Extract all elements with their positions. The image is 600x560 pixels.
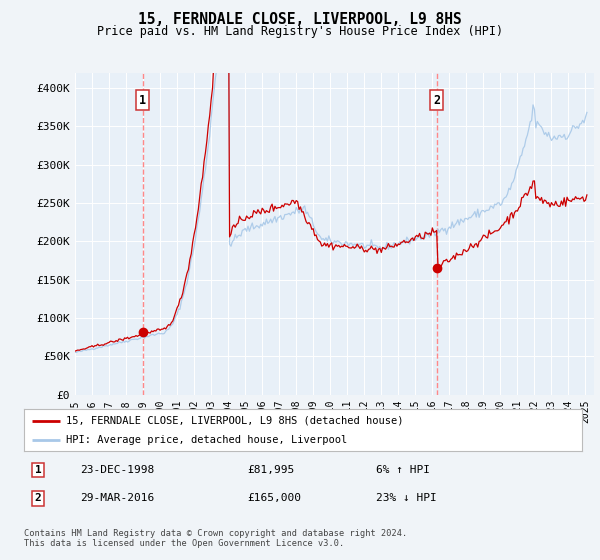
Text: 1: 1 xyxy=(35,465,41,475)
Text: Contains HM Land Registry data © Crown copyright and database right 2024.
This d: Contains HM Land Registry data © Crown c… xyxy=(24,529,407,548)
Text: 23-DEC-1998: 23-DEC-1998 xyxy=(80,465,154,475)
Text: 2: 2 xyxy=(433,94,440,106)
Text: £165,000: £165,000 xyxy=(247,493,301,503)
Text: 15, FERNDALE CLOSE, LIVERPOOL, L9 8HS: 15, FERNDALE CLOSE, LIVERPOOL, L9 8HS xyxy=(138,12,462,27)
Text: 1: 1 xyxy=(139,94,146,106)
Text: 2: 2 xyxy=(35,493,41,503)
Text: 29-MAR-2016: 29-MAR-2016 xyxy=(80,493,154,503)
Text: 15, FERNDALE CLOSE, LIVERPOOL, L9 8HS (detached house): 15, FERNDALE CLOSE, LIVERPOOL, L9 8HS (d… xyxy=(66,416,403,426)
Text: 23% ↓ HPI: 23% ↓ HPI xyxy=(376,493,436,503)
Text: Price paid vs. HM Land Registry's House Price Index (HPI): Price paid vs. HM Land Registry's House … xyxy=(97,25,503,39)
Text: 6% ↑ HPI: 6% ↑ HPI xyxy=(376,465,430,475)
Text: £81,995: £81,995 xyxy=(247,465,295,475)
Text: HPI: Average price, detached house, Liverpool: HPI: Average price, detached house, Live… xyxy=(66,435,347,445)
